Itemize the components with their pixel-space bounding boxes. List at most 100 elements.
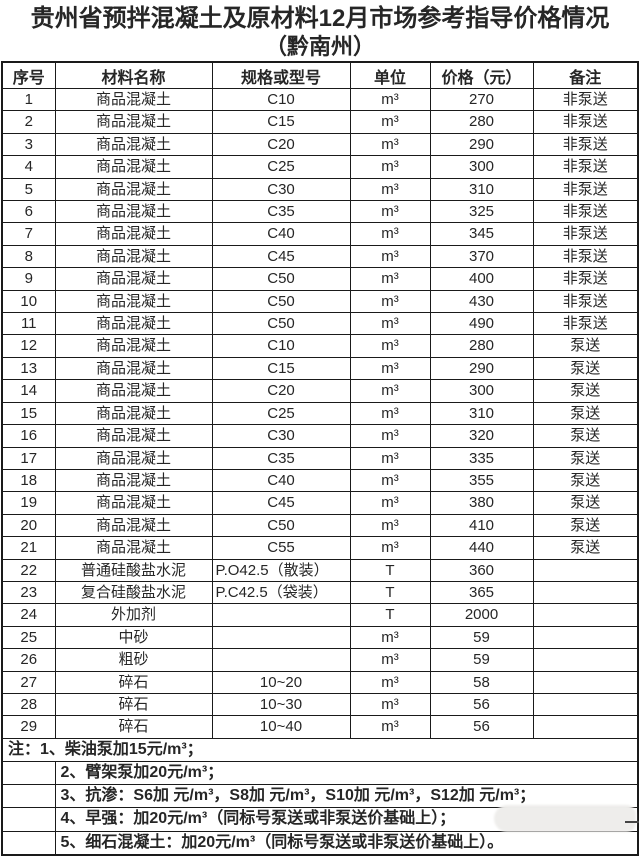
cell-unit: m³ [349,692,431,717]
cell-remark: 泵送 [532,334,639,358]
cell-unit: m³ [349,312,431,336]
cell-name: 外加剂 [54,603,213,627]
cell-no: 27 [1,670,56,694]
cell-name: 复合硅酸盐水泥 [54,580,213,605]
cell-spec: C40 [211,222,351,246]
cell-no: 10 [1,289,56,314]
table-row: 22 普通硅酸盐水泥 P.O42.5（散装） T 360 [1,558,639,582]
cell-unit: m³ [349,244,431,269]
cell-no: 19 [1,491,56,515]
cell-spec [211,625,351,650]
cell-remark: 泵送 [532,379,639,403]
note-row-1: 注：1、柴油泵加15元/m³； [1,737,639,762]
cell-price: 280 [429,110,534,134]
cell-no: 21 [1,536,56,560]
cell-unit: m³ [349,424,431,448]
cell-remark [532,648,639,672]
cell-price: 310 [429,401,534,426]
cell-price: 430 [429,289,534,314]
table-row: 11 商品混凝土 C50 m³ 490 非泵送 [1,312,639,336]
header-remark: 备注 [532,61,639,89]
cell-spec: C50 [211,312,351,336]
cell-name: 普通硅酸盐水泥 [54,558,213,582]
cell-unit: m³ [349,468,431,493]
cell-no: 25 [1,625,56,650]
title-block: 贵州省预拌混凝土及原材料12月市场参考指导价格情况 （黔南州） [0,0,640,60]
cell-spec: C25 [211,155,351,179]
cell-name: 中砂 [54,625,213,650]
cell-name: 商品混凝土 [54,334,213,358]
cell-spec: C45 [211,491,351,515]
cell-name: 商品混凝土 [54,200,213,224]
cell-price: 58 [429,670,534,694]
cell-price: 345 [429,222,534,246]
cell-name: 碎石 [54,692,213,717]
cell-name: 商品混凝土 [54,491,213,515]
table-row: 3 商品混凝土 C20 m³ 290 非泵送 [1,132,639,157]
cell-remark: 泵送 [532,468,639,493]
table-row: 13 商品混凝土 C15 m³ 290 泵送 [1,356,639,381]
table-row: 16 商品混凝土 C30 m³ 320 泵送 [1,424,639,448]
note-empty-cell [1,784,56,809]
cell-remark [532,715,639,739]
cell-price: 2000 [429,603,534,627]
cell-remark [532,692,639,717]
cell-spec: C25 [211,401,351,426]
cell-spec: C50 [211,513,351,538]
note-text: 5、细石混凝土：加20元/m³（同标号泵送或非泵送价基础上）。 [54,830,639,856]
header-spec: 规格或型号 [211,61,351,89]
table-row: 19 商品混凝土 C45 m³ 380 泵送 [1,491,639,515]
cell-spec: P.C42.5（袋装） [211,580,351,605]
cell-spec: 10~30 [211,692,351,717]
cell-remark: 非泵送 [532,267,639,291]
header-price: 价格（元） [429,61,534,89]
cell-remark: 泵送 [532,491,639,515]
cell-unit: m³ [349,513,431,538]
cell-name: 商品混凝土 [54,155,213,179]
cell-spec: C15 [211,356,351,381]
table-row: 24 外加剂 T 2000 [1,603,639,627]
cell-price: 380 [429,491,534,515]
cell-no: 24 [1,603,56,627]
table-row: 6 商品混凝土 C35 m³ 325 非泵送 [1,200,639,224]
table-row: 28 碎石 10~30 m³ 56 [1,692,639,717]
cell-price: 59 [429,625,534,650]
header-row: 序号 材料名称 规格或型号 单位 价格（元） 备注 [1,61,639,89]
table-row: 18 商品混凝土 C40 m³ 355 泵送 [1,468,639,493]
cell-remark: 非泵送 [532,289,639,314]
cell-spec: C10 [211,87,351,112]
cell-spec: 10~40 [211,715,351,739]
cell-remark: 非泵送 [532,155,639,179]
cell-spec: C30 [211,424,351,448]
note-empty-cell [1,807,56,832]
cell-price: 440 [429,536,534,560]
cell-unit: T [349,603,431,627]
cell-spec: C30 [211,177,351,202]
cell-no: 15 [1,401,56,426]
table-body: 1 商品混凝土 C10 m³ 270 非泵送 2 商品混凝土 C15 m³ 280 非泵送 3 商品混凝土… [1,87,639,739]
cell-remark [532,670,639,694]
cell-name: 商品混凝土 [54,244,213,269]
cell-spec: C15 [211,110,351,134]
cell-spec [211,648,351,672]
cell-no: 12 [1,334,56,358]
cell-price: 290 [429,132,534,157]
cell-price: 300 [429,379,534,403]
cell-remark: 非泵送 [532,110,639,134]
table-row: 29 碎石 10~40 m³ 56 [1,715,639,739]
cell-unit: m³ [349,648,431,672]
cell-spec: C40 [211,468,351,493]
cell-unit: m³ [349,155,431,179]
table-row: 25 中砂 m³ 59 [1,625,639,650]
table-row: 23 复合硅酸盐水泥 P.C42.5（袋装） T 365 [1,580,639,605]
cell-price: 370 [429,244,534,269]
header-name: 材料名称 [54,61,213,89]
cell-no: 17 [1,446,56,470]
cell-unit: m³ [349,267,431,291]
table-row: 27 碎石 10~20 m³ 58 [1,670,639,694]
cell-name: 粗砂 [54,648,213,672]
cell-unit: m³ [349,446,431,470]
cell-name: 商品混凝土 [54,177,213,202]
cell-price: 280 [429,334,534,358]
cell-remark: 非泵送 [532,132,639,157]
